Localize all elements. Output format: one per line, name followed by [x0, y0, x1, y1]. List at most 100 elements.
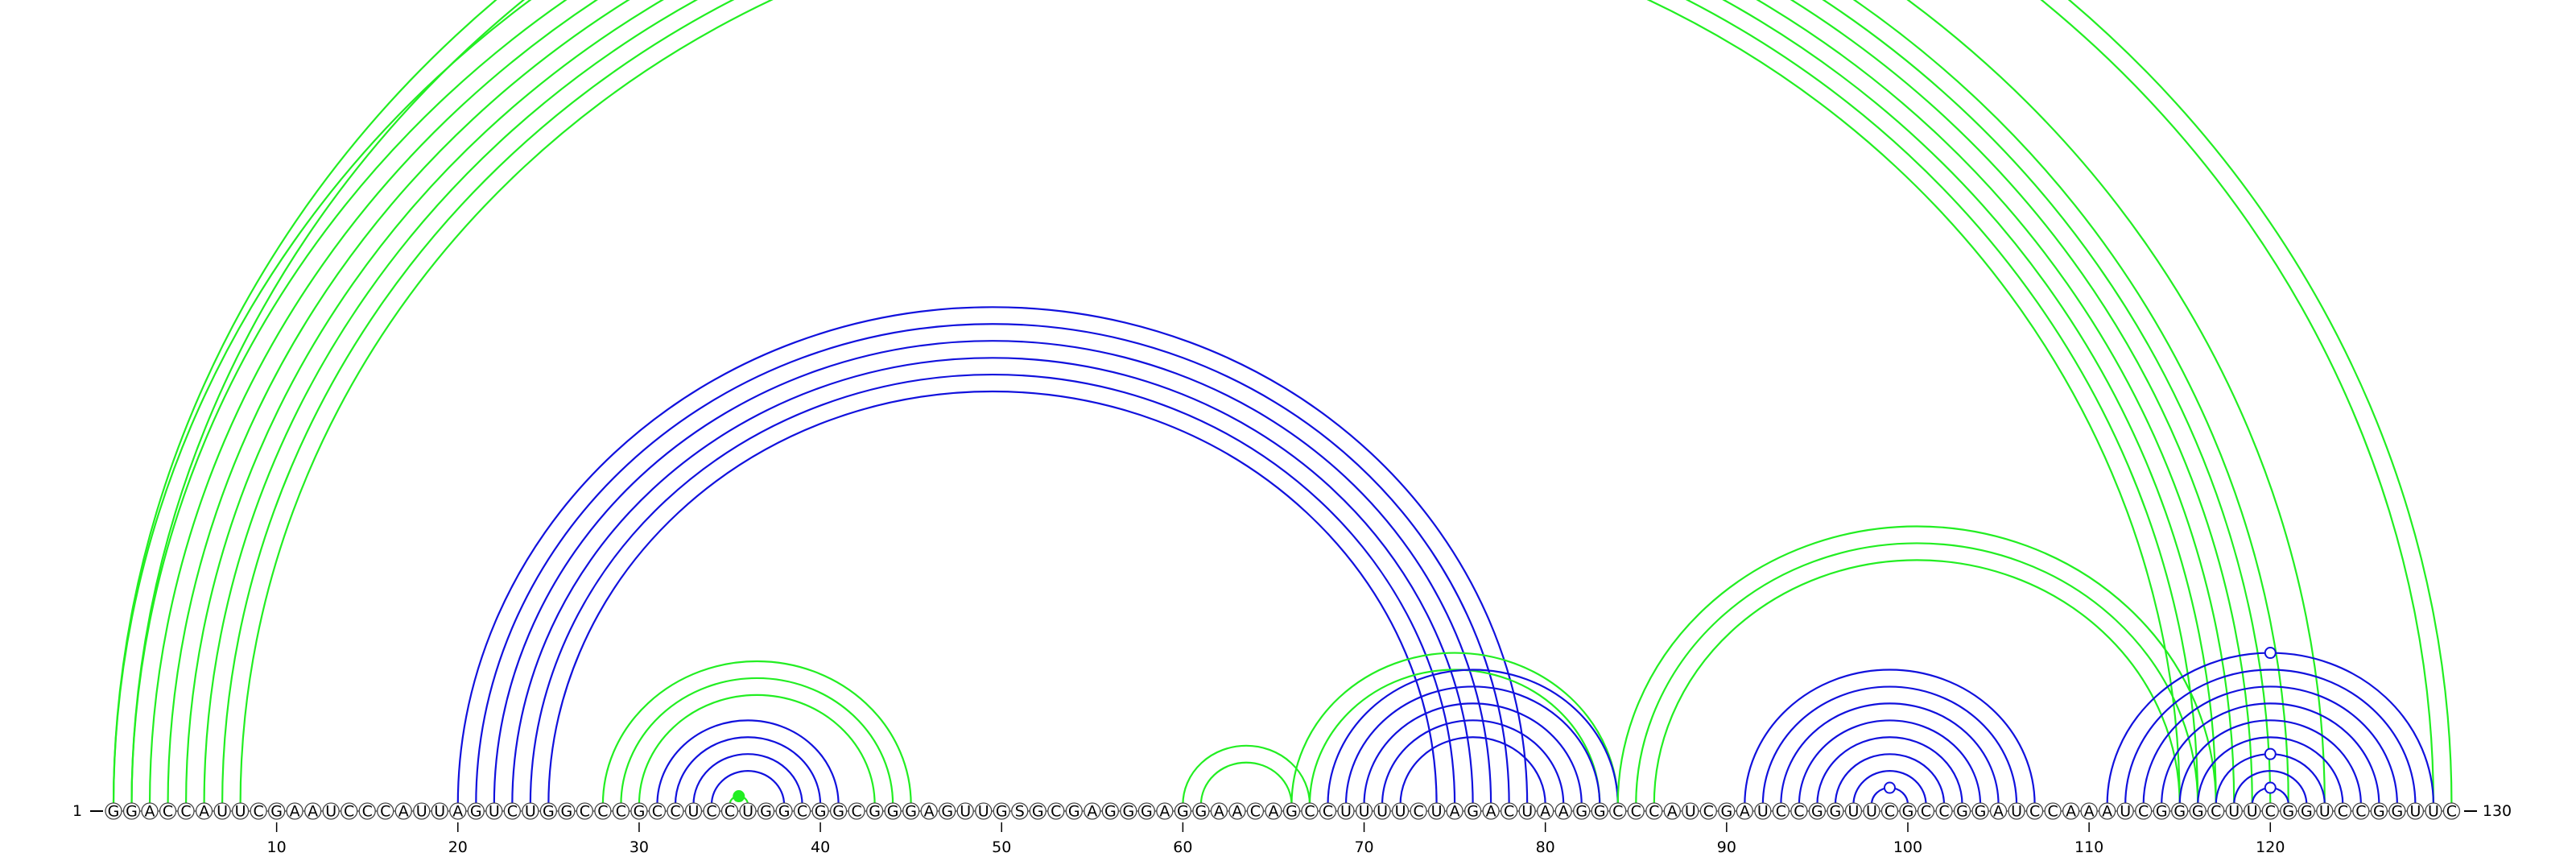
- nucleotide-letter: C: [1504, 803, 1514, 821]
- nucleotide-circle: [322, 802, 340, 820]
- nucleotide-letter: C: [1703, 803, 1714, 821]
- tick-label: 110: [2074, 838, 2103, 856]
- nucleotide-letter: G: [887, 803, 899, 821]
- nucleotide-letter: A: [2084, 803, 2095, 821]
- nucleotide-letter: U: [742, 803, 753, 821]
- nucleotide-letter: G: [2192, 803, 2204, 821]
- nucleotide-letter: U: [2228, 803, 2240, 821]
- base-pair-arc-94-104: [1798, 720, 1982, 805]
- nucleotide-letter: G: [832, 803, 844, 821]
- nucleotide-circle: [1246, 802, 1265, 820]
- nucleotide-letter: G: [760, 803, 772, 821]
- nucleotide-circle: [1591, 802, 1608, 820]
- tick-label: 100: [1893, 838, 1922, 856]
- nucleotide-letter: G: [126, 803, 138, 821]
- nucleotide-circle: [1156, 802, 1174, 820]
- base-pair-arc-34-38: [710, 770, 786, 805]
- nucleotide-letter: G: [905, 803, 917, 821]
- nucleotide-letter: U: [1340, 803, 1352, 821]
- nucleotide-circle: [793, 802, 811, 820]
- nucleotide-letter: C: [362, 803, 373, 821]
- nucleotide-letter: C: [1304, 803, 1315, 821]
- nucleotide-letter: A: [1159, 803, 1170, 821]
- nucleotide-letter: C: [1794, 803, 1804, 821]
- nucleotide-circle: [2171, 802, 2189, 820]
- nucleotide-letter: C: [2029, 803, 2040, 821]
- base-pair-arc-6-117: [203, 0, 2217, 805]
- nucleotide-letter: U: [217, 803, 228, 821]
- nucleotide-circle: [522, 802, 539, 820]
- nucleotide-letter: C: [1051, 803, 1061, 821]
- base-pair-arc-1-130: [112, 0, 2453, 805]
- nucleotide-circle: [1210, 802, 1228, 820]
- nucleotide-circle: [1518, 802, 1536, 820]
- nucleotide-letter: A: [308, 803, 318, 821]
- nucleotide-letter: U: [1377, 803, 1388, 821]
- nucleotide-letter: U: [1359, 803, 1370, 821]
- nucleotide-circle: [1427, 802, 1446, 820]
- nucleotide-circle: [1228, 802, 1246, 820]
- nucleotide-circle: [1047, 802, 1065, 820]
- nucleotide-circle: [1410, 802, 1427, 820]
- nucleotide-letter: C: [1776, 803, 1786, 821]
- nucleotide-letter: A: [1232, 803, 1242, 821]
- nucleotide-letter: U: [489, 803, 500, 821]
- nucleotide-circle: [1699, 802, 1717, 820]
- nucleotide-letter: U: [960, 803, 971, 821]
- nucleotide-letter: C: [706, 803, 716, 821]
- position-ticks: 10 20 30 40 50 60 70 80 90 100 110 120: [267, 822, 2285, 856]
- nucleotide-circle: [1282, 802, 1301, 820]
- nucleotide-circle: [2316, 802, 2334, 820]
- nucleotide-letter: C: [851, 803, 861, 821]
- nucleotide-letter: C: [724, 803, 735, 821]
- nucleotide-letter: G: [2301, 803, 2313, 821]
- nucleotide-letter: C: [580, 803, 590, 821]
- base-pair-arc-31-41: [656, 719, 840, 805]
- nucleotide-letter: C: [507, 803, 518, 821]
- nucleotide-circle: [2098, 802, 2116, 820]
- base-pair-arc-114-126: [2161, 702, 2380, 805]
- nucleotide-circle: [902, 802, 920, 820]
- nucleotide-circle: [1192, 802, 1210, 820]
- nucleotide-letter: G: [1195, 803, 1208, 821]
- nucleotide-circle: [848, 802, 865, 820]
- nucleotide-letter: G: [1467, 803, 1479, 821]
- nucleotide-circle: [2153, 802, 2170, 820]
- arc-marker: [2264, 747, 2277, 760]
- nucleotide-circle: [286, 802, 303, 820]
- nucleotide-letter: C: [180, 803, 191, 821]
- base-pair-arc-72-80: [1399, 736, 1546, 805]
- nucleotide-circle: [1863, 802, 1880, 820]
- nucleotide-circle: [341, 802, 358, 820]
- nucleotide-circle: [1772, 802, 1790, 820]
- tick-label: 90: [1717, 838, 1736, 856]
- nucleotide-letter: U: [2247, 803, 2258, 821]
- nucleotide-circle: [177, 802, 195, 820]
- nucleotide-circle: [1627, 802, 1645, 820]
- nucleotide-circle: [1953, 802, 1971, 820]
- nucleotide-circle: [1101, 802, 1119, 820]
- nucleotide-letter: G: [1177, 803, 1189, 821]
- nucleotide-circle: [720, 802, 739, 820]
- tick-label: 30: [630, 838, 649, 856]
- tick-label: 120: [2256, 838, 2285, 856]
- tick-label: 50: [992, 838, 1011, 856]
- nucleotide-letter: C: [1250, 803, 1261, 821]
- nucleotide-letter: A: [1558, 803, 1569, 821]
- nucleotide-letter: A: [1540, 803, 1550, 821]
- nucleotide-circle: [612, 802, 630, 820]
- arc-marker: [733, 790, 745, 803]
- nucleotide-circle: [1446, 802, 1463, 820]
- nucleotide-circle: [2370, 802, 2388, 820]
- nucleotide-circle: [2261, 802, 2279, 820]
- nucleotide-circle: [1754, 802, 1772, 820]
- nucleotide-circle: [1463, 802, 1482, 820]
- base-pair-arc-21-78: [475, 323, 1510, 805]
- nucleotide-circle: [1718, 802, 1736, 820]
- nucleotide-letter: C: [380, 803, 390, 821]
- nucleotide-letter: U: [325, 803, 336, 821]
- nucleotide-circle: [2280, 802, 2297, 820]
- nucleotide-circle: [122, 802, 141, 820]
